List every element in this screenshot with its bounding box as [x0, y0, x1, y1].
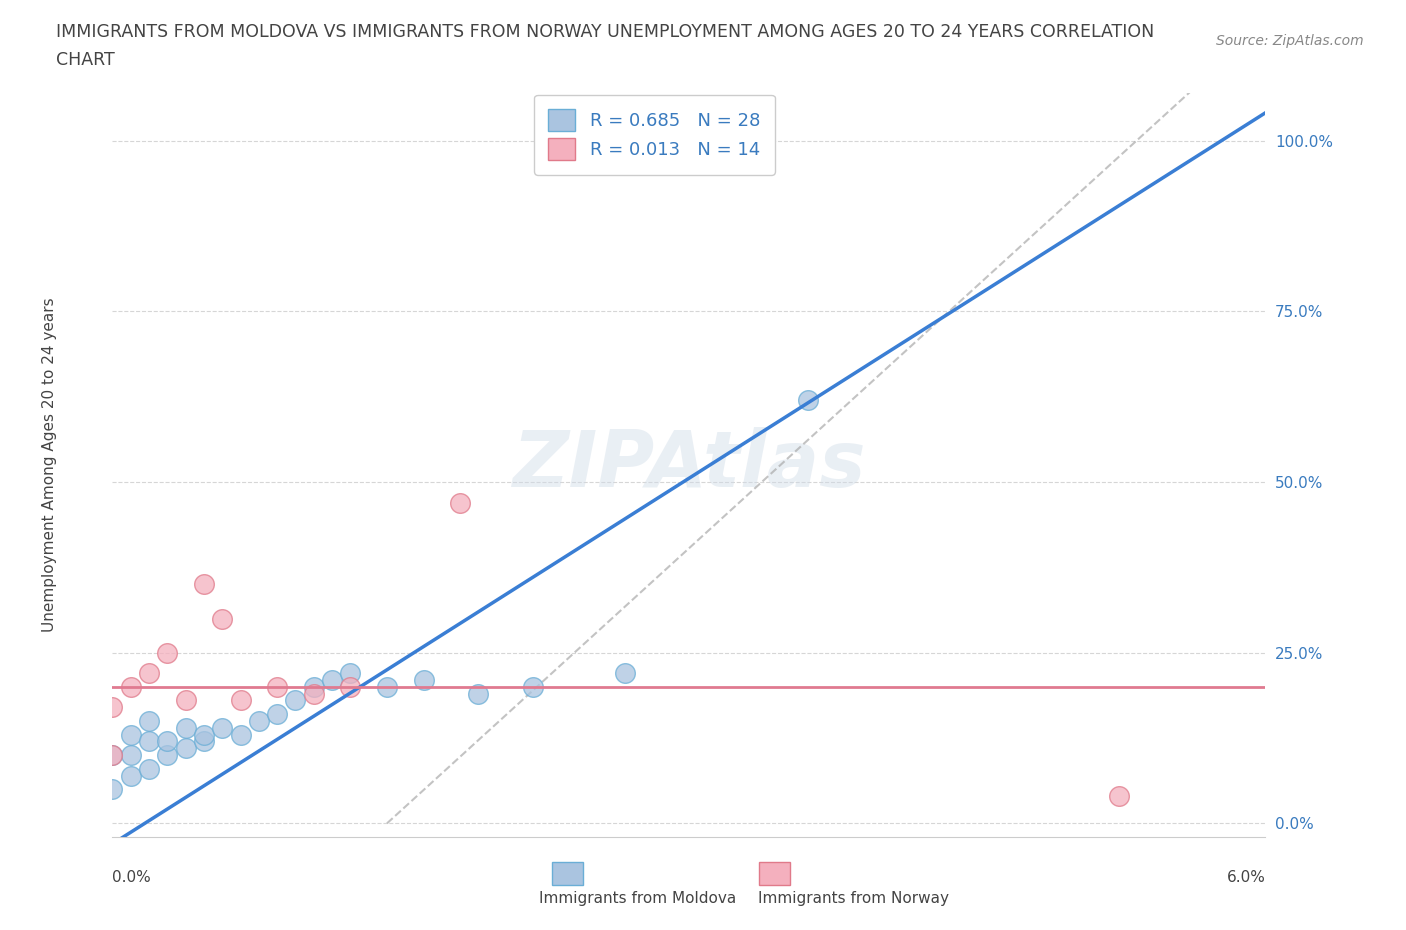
Text: 0.0%: 0.0% [112, 870, 152, 885]
Point [120, 680, 142, 695]
Text: Immigrants from Norway: Immigrants from Norway [758, 891, 949, 906]
Point [339, 680, 361, 695]
Point [138, 713, 160, 728]
Point [101, 782, 124, 797]
Point [156, 748, 179, 763]
Point [193, 734, 215, 749]
Point [284, 693, 307, 708]
Text: ZIPAtlas: ZIPAtlas [512, 427, 866, 503]
Text: 6.0%: 6.0% [1226, 870, 1265, 885]
Point [120, 727, 142, 742]
Text: IMMIGRANTS FROM MOLDOVA VS IMMIGRANTS FROM NORWAY UNEMPLOYMENT AMONG AGES 20 TO : IMMIGRANTS FROM MOLDOVA VS IMMIGRANTS FR… [56, 23, 1154, 41]
Point [101, 748, 124, 763]
Point [266, 680, 288, 695]
Point [211, 611, 233, 626]
Point [302, 680, 325, 695]
Point [101, 700, 124, 715]
Text: Source: ZipAtlas.com: Source: ZipAtlas.com [1216, 34, 1364, 48]
Point [138, 666, 160, 681]
Point [211, 721, 233, 736]
Point [1108, 789, 1130, 804]
Point [138, 762, 160, 777]
Text: Unemployment Among Ages 20 to 24 years: Unemployment Among Ages 20 to 24 years [42, 298, 56, 632]
Point [375, 680, 398, 695]
Point [120, 748, 142, 763]
Point [101, 748, 124, 763]
Point [797, 392, 820, 407]
Point [156, 645, 179, 660]
Point [156, 734, 179, 749]
Point [266, 707, 288, 722]
Point [412, 672, 434, 687]
Text: CHART: CHART [56, 51, 115, 69]
Point [302, 686, 325, 701]
Point [120, 768, 142, 783]
Point [229, 693, 252, 708]
Point [247, 713, 270, 728]
Point [174, 741, 197, 756]
Point [522, 680, 544, 695]
Point [174, 721, 197, 736]
Point [321, 672, 343, 687]
Point [174, 693, 197, 708]
Point [613, 666, 636, 681]
Point [229, 727, 252, 742]
Point [193, 727, 215, 742]
Legend: R = 0.685   N = 28, R = 0.013   N = 14: R = 0.685 N = 28, R = 0.013 N = 14 [534, 95, 775, 175]
Point [467, 686, 489, 701]
Text: Immigrants from Moldova: Immigrants from Moldova [538, 891, 737, 906]
Point [449, 495, 471, 510]
Point [339, 666, 361, 681]
Point [138, 734, 160, 749]
Point [193, 577, 215, 591]
